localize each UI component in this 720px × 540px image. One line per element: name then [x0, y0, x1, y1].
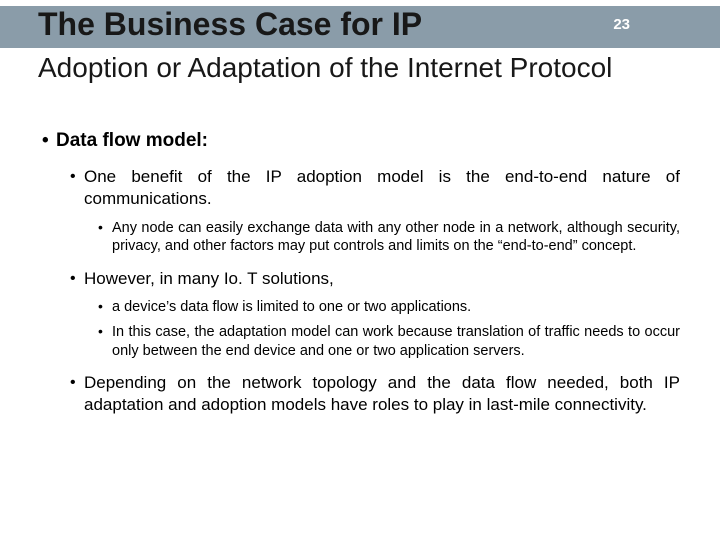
bullet-l2: Depending on the network topology and th… [70, 372, 680, 417]
bullet-group-2: However, in many Io. T solutions, a devi… [42, 268, 680, 360]
bullet-l3: Any node can easily exchange data with a… [98, 219, 680, 256]
heading-bullet: Data flow model: [42, 130, 680, 152]
slide-title-main: The Business Case for IP [38, 8, 422, 40]
bullet-l2: However, in many Io. T solutions, [70, 268, 680, 290]
slide: 23 The Business Case for IP Adoption or … [0, 0, 720, 540]
bullet-group-1: One benefit of the IP adoption model is … [42, 166, 680, 256]
bullet-l2: One benefit of the IP adoption model is … [70, 166, 680, 211]
slide-body: Data flow model: One benefit of the IP a… [42, 130, 680, 429]
bullet-l3: a device’s data flow is limited to one o… [98, 298, 680, 317]
bullet-group-3: Depending on the network topology and th… [42, 372, 680, 417]
page-number: 23 [613, 16, 630, 33]
bullet-l3: In this case, the adaptation model can w… [98, 323, 680, 360]
slide-title-sub: Adoption or Adaptation of the Internet P… [38, 52, 612, 84]
